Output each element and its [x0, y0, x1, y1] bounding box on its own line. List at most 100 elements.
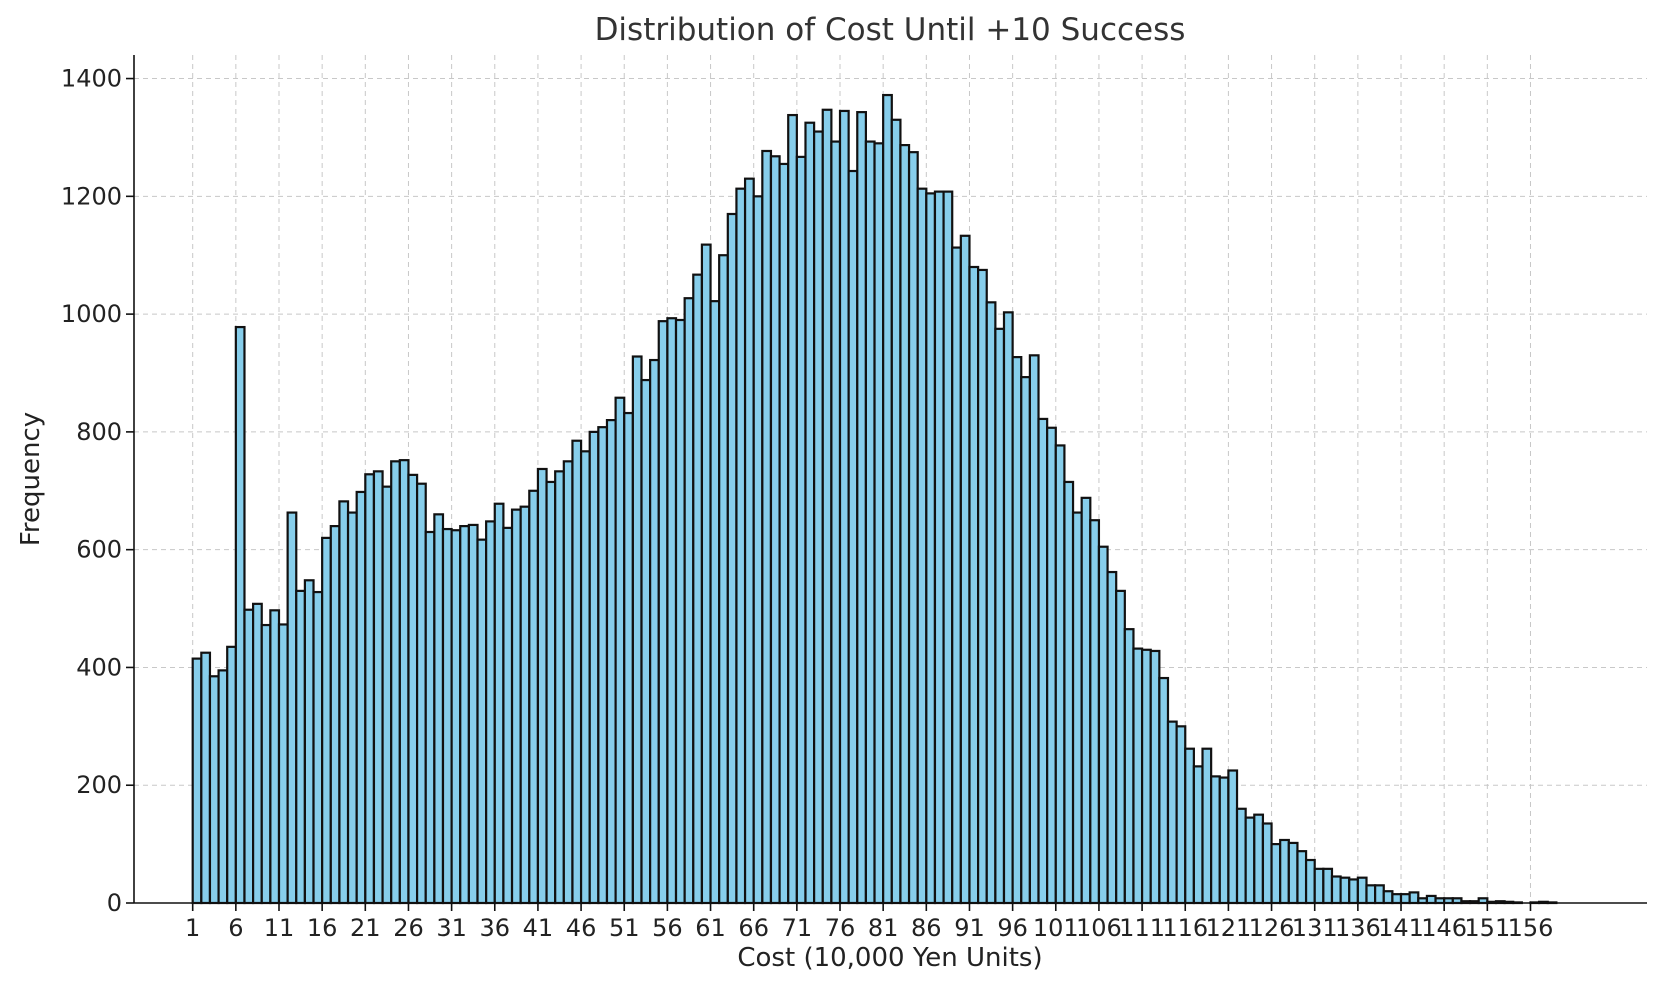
histogram-bar — [1097, 545, 1109, 905]
histogram-bar — [364, 473, 376, 905]
x-tick-label: 106 — [1076, 914, 1122, 942]
histogram-bar — [1046, 426, 1057, 905]
histogram-bar — [942, 190, 954, 905]
histogram-bar — [718, 254, 729, 905]
histogram-bar — [398, 459, 410, 905]
histogram-bar — [1020, 376, 1031, 905]
histogram-bar — [269, 609, 281, 905]
x-tick-label: 66 — [738, 914, 769, 942]
histogram-bar — [1140, 648, 1152, 905]
histogram-bar — [1348, 878, 1359, 905]
histogram-bar — [234, 325, 246, 905]
histogram-bar — [381, 485, 393, 905]
histogram-bar — [260, 623, 272, 905]
histogram-bar — [1218, 776, 1230, 905]
histogram-bar — [424, 530, 436, 905]
histogram-bar — [510, 508, 522, 905]
histogram-bar — [761, 149, 773, 905]
histogram-bar — [752, 195, 764, 905]
histogram-bar — [856, 111, 868, 905]
histogram-bar — [536, 467, 548, 905]
histogram-bar — [1063, 480, 1075, 905]
histogram-bar — [933, 190, 945, 905]
histogram-bar — [847, 169, 859, 905]
x-tick-label: 101 — [1033, 914, 1079, 942]
histogram-bar — [882, 93, 893, 905]
histogram-bar — [1330, 875, 1342, 905]
histogram-bar — [303, 579, 315, 905]
histogram-bar — [597, 426, 609, 905]
histogram-bar — [674, 318, 686, 905]
histogram-bar — [623, 411, 634, 905]
histogram-bar — [1339, 876, 1351, 905]
histogram-bar — [329, 525, 341, 905]
histogram-bar — [519, 505, 531, 905]
histogram-bar — [830, 140, 842, 905]
x-tick-label: 156 — [1508, 914, 1554, 942]
x-tick-label: 151 — [1464, 914, 1510, 942]
x-tick-label: 141 — [1378, 914, 1424, 942]
x-tick-label: 136 — [1335, 914, 1381, 942]
histogram-bar — [873, 142, 885, 905]
histogram-bar — [321, 536, 332, 905]
histogram-bar — [614, 396, 626, 905]
x-tick-label: 46 — [566, 914, 597, 942]
histogram-bar — [631, 355, 643, 905]
histogram-bar — [208, 675, 220, 905]
x-tick-label: 126 — [1249, 914, 1295, 942]
histogram-bar — [355, 490, 367, 905]
histogram-bar — [1184, 747, 1195, 905]
histogram-bar — [683, 297, 695, 905]
y-tick-label: 1400 — [61, 65, 122, 93]
histogram-bar — [545, 480, 557, 905]
histogram-bar — [277, 623, 289, 905]
histogram-bar — [467, 523, 479, 905]
histogram-bar — [1175, 725, 1187, 905]
histogram-bar — [1080, 496, 1092, 905]
histogram-bar — [795, 155, 807, 905]
x-tick-label: 96 — [997, 914, 1028, 942]
x-tick-label: 131 — [1292, 914, 1338, 942]
histogram-bar — [1253, 813, 1265, 905]
x-tick-label: 11 — [264, 914, 295, 942]
histogram-bar — [977, 268, 988, 905]
histogram-bar — [649, 358, 660, 905]
histogram-bar — [1071, 511, 1083, 905]
histogram-bar — [243, 608, 255, 905]
histogram-bar — [700, 243, 712, 905]
x-tick-label: 36 — [479, 914, 510, 942]
x-tick-label: 51 — [609, 914, 640, 942]
y-tick-label: 600 — [76, 536, 122, 564]
x-tick-label: 76 — [825, 914, 856, 942]
histogram-bar — [217, 669, 229, 905]
histogram-bar — [252, 602, 263, 905]
histogram-bar — [864, 140, 876, 905]
x-tick-label: 6 — [228, 914, 243, 942]
x-tick-label: 121 — [1205, 914, 1251, 942]
histogram-bar — [571, 439, 583, 905]
histogram-bar — [666, 317, 678, 905]
histogram-bar — [804, 121, 816, 905]
chart-title: Distribution of Cost Until +10 Success — [595, 12, 1186, 48]
histogram-bar — [554, 470, 565, 905]
x-tick-label: 81 — [868, 914, 899, 942]
histogram-bar — [459, 525, 470, 905]
x-tick-label: 146 — [1421, 914, 1467, 942]
histogram-bar — [890, 118, 902, 905]
histogram-bar — [951, 246, 962, 905]
histogram-bar — [907, 151, 919, 905]
histogram-bar — [476, 538, 488, 905]
histogram-bars — [191, 93, 1558, 905]
histogram-bar — [1123, 628, 1135, 905]
histogram-bar — [605, 419, 617, 905]
histogram-bar — [1201, 747, 1213, 905]
histogram-bar — [778, 162, 790, 905]
x-tick-label: 31 — [436, 914, 467, 942]
x-tick-label: 21 — [350, 914, 381, 942]
histogram-bar — [1304, 858, 1316, 905]
histogram-bar — [1028, 354, 1040, 905]
histogram-bar — [692, 273, 704, 905]
histogram-bar — [312, 590, 324, 905]
x-tick-label: 61 — [695, 914, 726, 942]
